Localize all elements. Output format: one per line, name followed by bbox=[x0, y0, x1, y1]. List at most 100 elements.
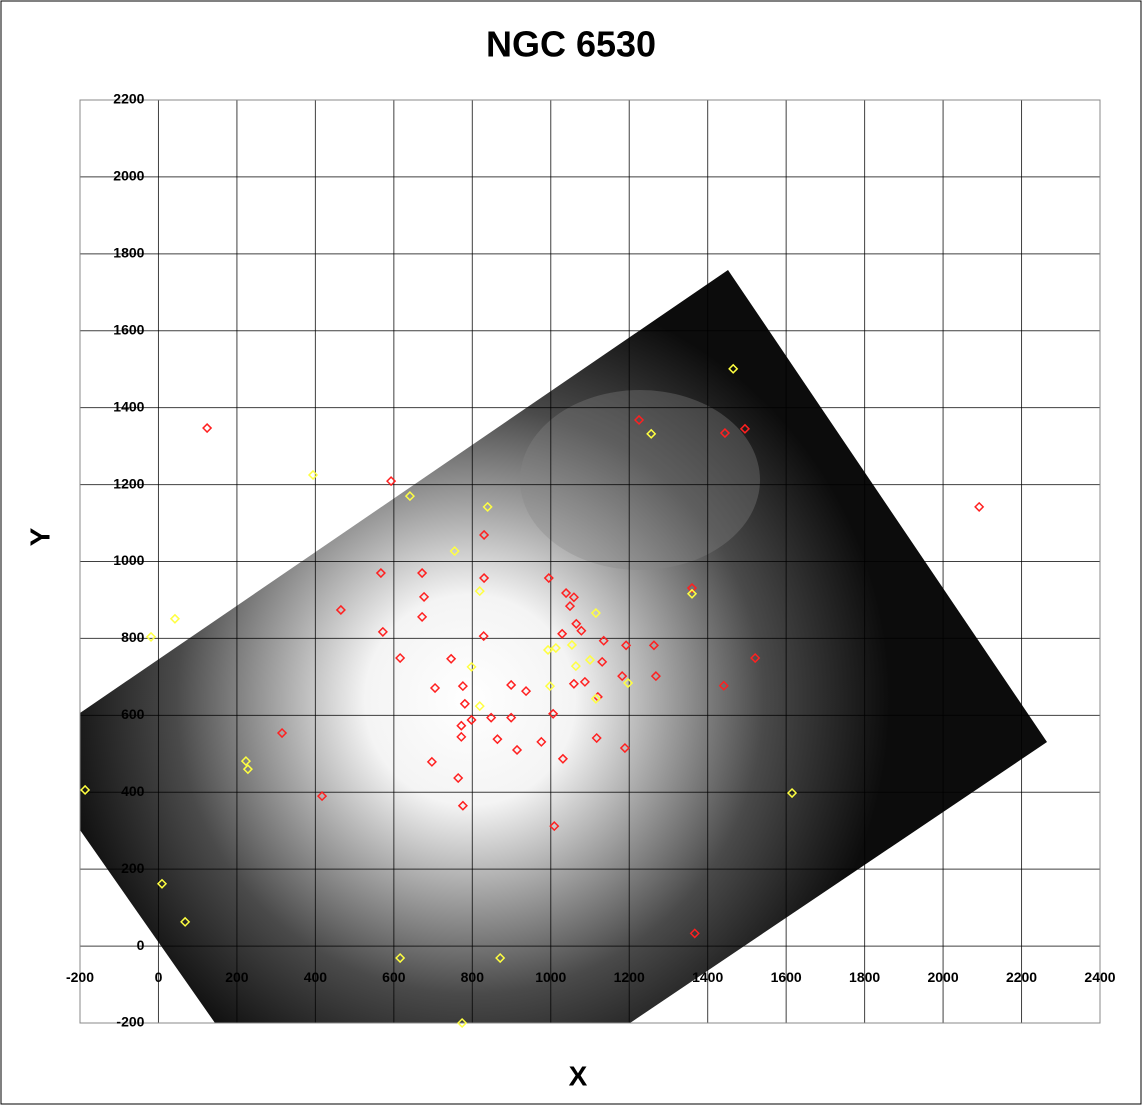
data-point bbox=[570, 661, 581, 672]
data-point bbox=[686, 582, 698, 594]
x-tick-label: 400 bbox=[304, 969, 328, 985]
data-point bbox=[557, 628, 568, 639]
data-point bbox=[492, 734, 503, 745]
data-point bbox=[156, 878, 168, 889]
data-point bbox=[418, 591, 430, 602]
data-point bbox=[579, 676, 590, 687]
data-point bbox=[543, 572, 554, 584]
x-tick-label: 1200 bbox=[614, 969, 645, 985]
data-point bbox=[648, 640, 660, 651]
data-point bbox=[429, 682, 441, 694]
data-point bbox=[550, 642, 561, 654]
data-point bbox=[621, 640, 632, 651]
data-point bbox=[557, 753, 568, 764]
data-point bbox=[446, 653, 457, 664]
data-point bbox=[417, 567, 428, 579]
data-point bbox=[686, 588, 698, 599]
y-tick-label: 600 bbox=[121, 706, 145, 722]
chart-title: NGC 6530 bbox=[486, 24, 656, 65]
data-point bbox=[426, 756, 437, 767]
x-tick-label: 2200 bbox=[1006, 969, 1037, 985]
data-point bbox=[650, 671, 661, 682]
data-point bbox=[564, 601, 576, 612]
y-tick-label: 800 bbox=[121, 629, 145, 645]
y-tick-label: 1600 bbox=[113, 321, 144, 337]
data-point bbox=[590, 607, 601, 619]
data-point bbox=[240, 756, 252, 767]
nebula-glow bbox=[520, 390, 760, 570]
data-point bbox=[316, 791, 328, 802]
x-tick-label: 2400 bbox=[1084, 969, 1115, 985]
data-point bbox=[576, 625, 587, 636]
data-point bbox=[536, 736, 547, 747]
x-tick-label: 800 bbox=[461, 969, 485, 985]
data-point bbox=[459, 698, 470, 709]
data-point bbox=[449, 546, 460, 557]
y-tick-label: 1000 bbox=[113, 552, 144, 568]
y-tick-label: 2200 bbox=[113, 91, 144, 107]
data-point bbox=[506, 712, 517, 723]
data-point bbox=[486, 712, 497, 723]
data-point bbox=[597, 656, 608, 667]
data-point bbox=[544, 681, 556, 692]
x-tick-label: 1000 bbox=[535, 969, 566, 985]
data-point bbox=[335, 604, 346, 616]
data-point bbox=[466, 714, 477, 726]
data-point bbox=[591, 732, 602, 744]
data-point bbox=[718, 680, 729, 691]
data-point bbox=[739, 423, 751, 434]
data-point bbox=[466, 661, 477, 672]
y-tick-label: 1200 bbox=[113, 475, 144, 491]
x-tick-label: 2000 bbox=[927, 969, 958, 985]
data-point bbox=[478, 631, 489, 642]
data-point bbox=[542, 644, 554, 656]
plot-area bbox=[79, 99, 1101, 1024]
data-point bbox=[145, 631, 157, 642]
x-tick-label: 1600 bbox=[771, 969, 802, 985]
data-point bbox=[598, 635, 609, 646]
data-point bbox=[561, 587, 572, 599]
data-point bbox=[307, 469, 319, 481]
x-tick-label: 600 bbox=[382, 969, 406, 985]
data-point bbox=[568, 678, 579, 689]
data-point bbox=[457, 681, 468, 692]
data-point bbox=[619, 742, 630, 754]
data-point bbox=[549, 821, 560, 832]
data-point bbox=[689, 928, 700, 939]
data-point bbox=[646, 428, 657, 439]
data-point bbox=[202, 422, 213, 434]
data-point bbox=[617, 671, 628, 682]
data-point bbox=[584, 654, 596, 666]
data-point bbox=[395, 652, 406, 664]
data-point bbox=[633, 414, 645, 426]
y-axis-label: Y bbox=[24, 527, 55, 546]
data-point bbox=[386, 476, 397, 487]
data-point bbox=[457, 800, 468, 811]
data-point bbox=[169, 613, 180, 624]
data-point bbox=[457, 1017, 468, 1029]
data-point bbox=[719, 427, 731, 439]
y-tick-label: 400 bbox=[121, 783, 145, 799]
y-tick-label: -200 bbox=[116, 1014, 144, 1030]
x-axis-label: X bbox=[569, 1060, 588, 1091]
y-tick-label: 200 bbox=[121, 860, 145, 876]
x-tick-label: 0 bbox=[155, 969, 163, 985]
data-point bbox=[453, 772, 464, 784]
data-point bbox=[404, 491, 415, 502]
data-point bbox=[479, 572, 490, 584]
data-point bbox=[622, 677, 634, 689]
y-tick-label: 0 bbox=[137, 937, 145, 953]
data-point bbox=[395, 952, 406, 964]
x-tick-label: -200 bbox=[66, 969, 94, 985]
data-point bbox=[456, 731, 467, 742]
data-point bbox=[474, 701, 485, 712]
data-point bbox=[728, 363, 739, 374]
data-point bbox=[276, 727, 288, 739]
data-point bbox=[375, 567, 386, 579]
data-point bbox=[474, 586, 485, 597]
data-point bbox=[590, 693, 601, 704]
data-point bbox=[548, 708, 559, 719]
data-point bbox=[377, 626, 388, 637]
data-point bbox=[506, 679, 517, 691]
